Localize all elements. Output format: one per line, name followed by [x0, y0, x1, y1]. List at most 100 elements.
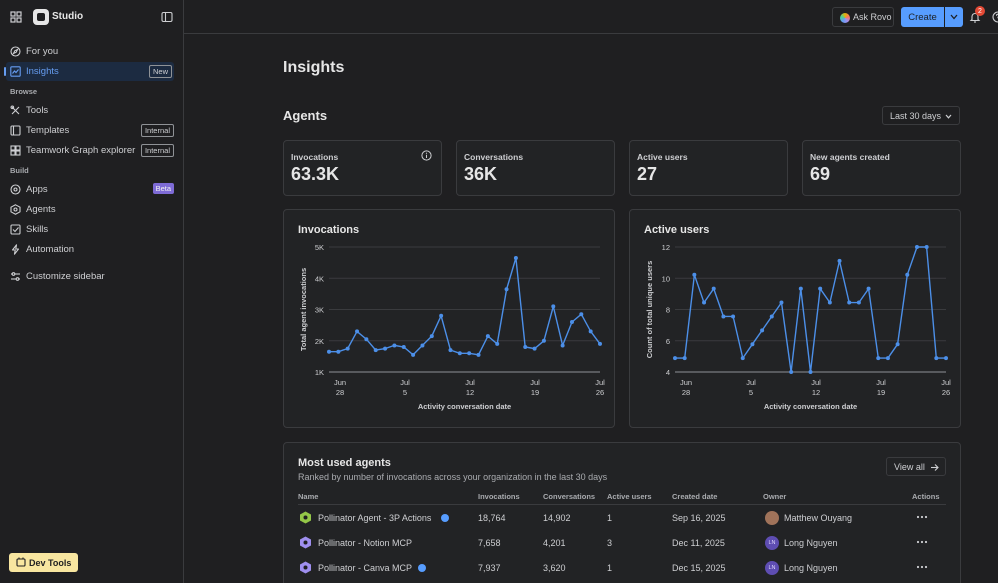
create-button[interactable]: Create	[901, 7, 944, 27]
customize-sidebar-label: Customize sidebar	[26, 271, 105, 282]
internal-tag: Internal	[140, 124, 174, 137]
date-range-select[interactable]: Last 30 days	[882, 106, 960, 125]
create-dropdown-button[interactable]	[945, 7, 963, 27]
rovo-icon	[840, 13, 850, 23]
sidebar-item-templates[interactable]: Templates Internal	[6, 121, 174, 140]
data-point	[532, 346, 537, 351]
x-tick-label: Jul	[400, 378, 410, 387]
tools-icon	[10, 105, 20, 115]
data-point	[827, 300, 832, 305]
data-point	[485, 334, 490, 339]
sidebar-item-apps[interactable]: Apps Beta	[6, 180, 174, 199]
sidebar-item-teamwork-graph[interactable]: Teamwork Graph explorer Internal	[6, 141, 174, 160]
x-tick-label: Jul	[465, 378, 475, 387]
data-point	[476, 352, 481, 357]
sidebar-item-tools[interactable]: Tools	[6, 101, 174, 120]
stat-value: 27	[637, 164, 658, 184]
column-header-owner[interactable]: Owner	[763, 492, 787, 501]
ask-rovo-button[interactable]: Ask Rovo	[832, 7, 894, 27]
sidebar-item-agents[interactable]: Agents	[6, 200, 174, 219]
data-point	[551, 304, 556, 309]
data-point	[731, 314, 736, 319]
x-tick-label: 12	[466, 388, 474, 397]
customize-sidebar-button[interactable]: Customize sidebar	[6, 267, 174, 286]
line-chart-icon	[10, 66, 21, 77]
owner-initials: LN	[768, 540, 776, 546]
data-point	[364, 337, 369, 342]
dev-tools-button[interactable]: Dev Tools	[9, 553, 78, 572]
x-tick-label: 28	[682, 388, 690, 397]
column-header-name[interactable]: Name	[298, 492, 319, 501]
column-header-conversations[interactable]: Conversations	[543, 492, 596, 501]
sidebar-item-label: Automation	[26, 244, 75, 255]
sidebar-item-insights[interactable]: Insights New	[4, 62, 174, 81]
data-point	[914, 245, 919, 249]
active-users-line-chart: 4681012Jun28Jul5Jul12Jul19Jul26Activity …	[645, 243, 951, 411]
stat-value: 63.3K	[291, 164, 340, 184]
data-point	[944, 356, 948, 361]
table-row[interactable]: Pollinator - Notion MCP 7,658 4,201 3 De…	[284, 531, 961, 555]
lightning-icon	[11, 244, 20, 255]
chevron-down-icon	[945, 114, 952, 119]
x-tick-label: 26	[942, 388, 950, 397]
date-range-value: Last 30 days	[890, 110, 942, 121]
sidebar-item-label: Skills	[26, 224, 49, 235]
brand-name[interactable]: Studio	[52, 11, 84, 22]
x-tick-label: Jul	[530, 378, 540, 387]
data-point	[682, 356, 687, 361]
table-subtitle: Ranked by number of invocations across y…	[298, 472, 608, 482]
view-all-button[interactable]: View all	[886, 457, 946, 476]
data-point	[769, 314, 774, 319]
column-header-created-date[interactable]: Created date	[672, 492, 718, 501]
agent-name[interactable]: Pollinator Agent - 3P Actions	[318, 513, 432, 523]
avatar: LN	[765, 536, 779, 550]
y-tick-label: 6	[666, 337, 670, 346]
data-point	[866, 286, 871, 291]
data-point	[750, 342, 755, 347]
app-switcher-icon[interactable]	[10, 11, 22, 23]
data-point	[345, 346, 350, 351]
sidebar-item-skills[interactable]: Skills	[6, 220, 174, 239]
x-tick-label: 12	[812, 388, 820, 397]
studio-logo[interactable]	[33, 9, 49, 25]
table-row[interactable]: Pollinator Agent - 3P Actions 18,764 14,…	[284, 506, 961, 530]
build-section-label: Build	[10, 166, 29, 175]
agent-icon	[10, 204, 21, 215]
sidebar-item-for-you[interactable]: For you	[6, 42, 174, 61]
stat-card-active-users: Active users 27	[629, 140, 788, 196]
help-icon[interactable]	[992, 11, 998, 23]
avatar: LN	[765, 561, 779, 575]
column-header-invocations[interactable]: Invocations	[478, 492, 520, 501]
y-tick-label: 12	[662, 243, 670, 252]
x-tick-label: 19	[531, 388, 539, 397]
data-point	[789, 370, 794, 374]
info-icon[interactable]	[421, 150, 432, 161]
agent-name[interactable]: Pollinator - Notion MCP	[318, 538, 413, 548]
data-point	[420, 343, 425, 348]
x-tick-label: Jul	[746, 378, 756, 387]
created-date-value: Sep 16, 2025	[672, 513, 726, 523]
data-point	[847, 300, 852, 305]
agent-hexagon-icon	[300, 536, 311, 549]
sidebar-item-automation[interactable]: Automation	[6, 240, 174, 259]
data-point	[327, 349, 331, 354]
more-actions-icon[interactable]	[916, 538, 928, 546]
data-point	[779, 300, 784, 305]
table-row[interactable]: Pollinator - Canva MCP 7,937 3,620 1 Dec…	[284, 556, 961, 580]
agent-hexagon-icon	[300, 561, 311, 574]
x-axis-label: Activity conversation date	[764, 402, 857, 411]
agent-name[interactable]: Pollinator - Canva MCP	[318, 563, 413, 573]
y-tick-label: 4K	[315, 274, 324, 283]
browse-section-label: Browse	[10, 87, 38, 96]
sidebar-header: Studio	[0, 0, 184, 34]
column-header-active-users[interactable]: Active users	[607, 492, 652, 501]
collapse-sidebar-icon[interactable]	[161, 11, 173, 23]
active-users-value: 1	[607, 563, 613, 573]
data-point	[569, 320, 574, 324]
more-actions-icon[interactable]	[916, 563, 928, 571]
data-point	[401, 345, 406, 349]
more-actions-icon[interactable]	[916, 513, 928, 521]
stat-label: Active users	[637, 152, 688, 162]
create-label: Create	[908, 11, 937, 23]
